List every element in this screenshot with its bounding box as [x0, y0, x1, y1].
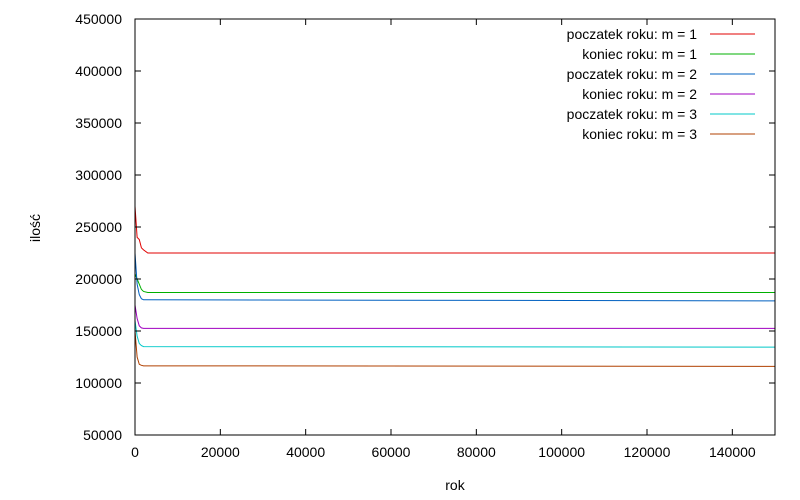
x-tick-label: 100000 [538, 444, 585, 460]
x-axis-title: rok [445, 477, 465, 493]
y-tick-label: 450000 [75, 11, 122, 27]
ticks-layer: 5000010000015000020000025000030000035000… [75, 11, 775, 460]
y-tick-label: 150000 [75, 323, 122, 339]
x-tick-label: 0 [131, 444, 139, 460]
series-line-1 [134, 206, 775, 254]
y-tick-label: 200000 [75, 271, 122, 287]
y-tick-label: 50000 [83, 427, 122, 443]
legend-label: koniec roku: m = 1 [582, 46, 697, 62]
legend-label: poczatek roku: m = 3 [567, 106, 698, 122]
x-tick-label: 40000 [286, 444, 325, 460]
legend-label: poczatek roku: m = 1 [567, 26, 698, 42]
x-tick-label: 120000 [624, 444, 671, 460]
x-tick-label: 80000 [457, 444, 496, 460]
legend-label: koniec roku: m = 3 [582, 126, 697, 142]
x-tick-label: 60000 [372, 444, 411, 460]
series-line-6 [134, 330, 776, 367]
y-tick-label: 300000 [75, 167, 122, 183]
x-tick-label: 140000 [709, 444, 756, 460]
y-axis-title: ilość [27, 214, 43, 242]
legend: poczatek roku: m = 1 koniec roku: m = 1 po… [567, 26, 755, 142]
x-tick-label: 20000 [201, 444, 240, 460]
y-tick-label: 250000 [75, 219, 122, 235]
legend-label: poczatek roku: m = 2 [567, 66, 698, 82]
y-tick-label: 400000 [75, 63, 122, 79]
y-tick-label: 100000 [75, 375, 122, 391]
series-line-4 [134, 304, 775, 329]
y-tick-label: 350000 [75, 115, 122, 131]
legend-label: koniec roku: m = 2 [582, 86, 697, 102]
series-line-5 [134, 320, 776, 348]
